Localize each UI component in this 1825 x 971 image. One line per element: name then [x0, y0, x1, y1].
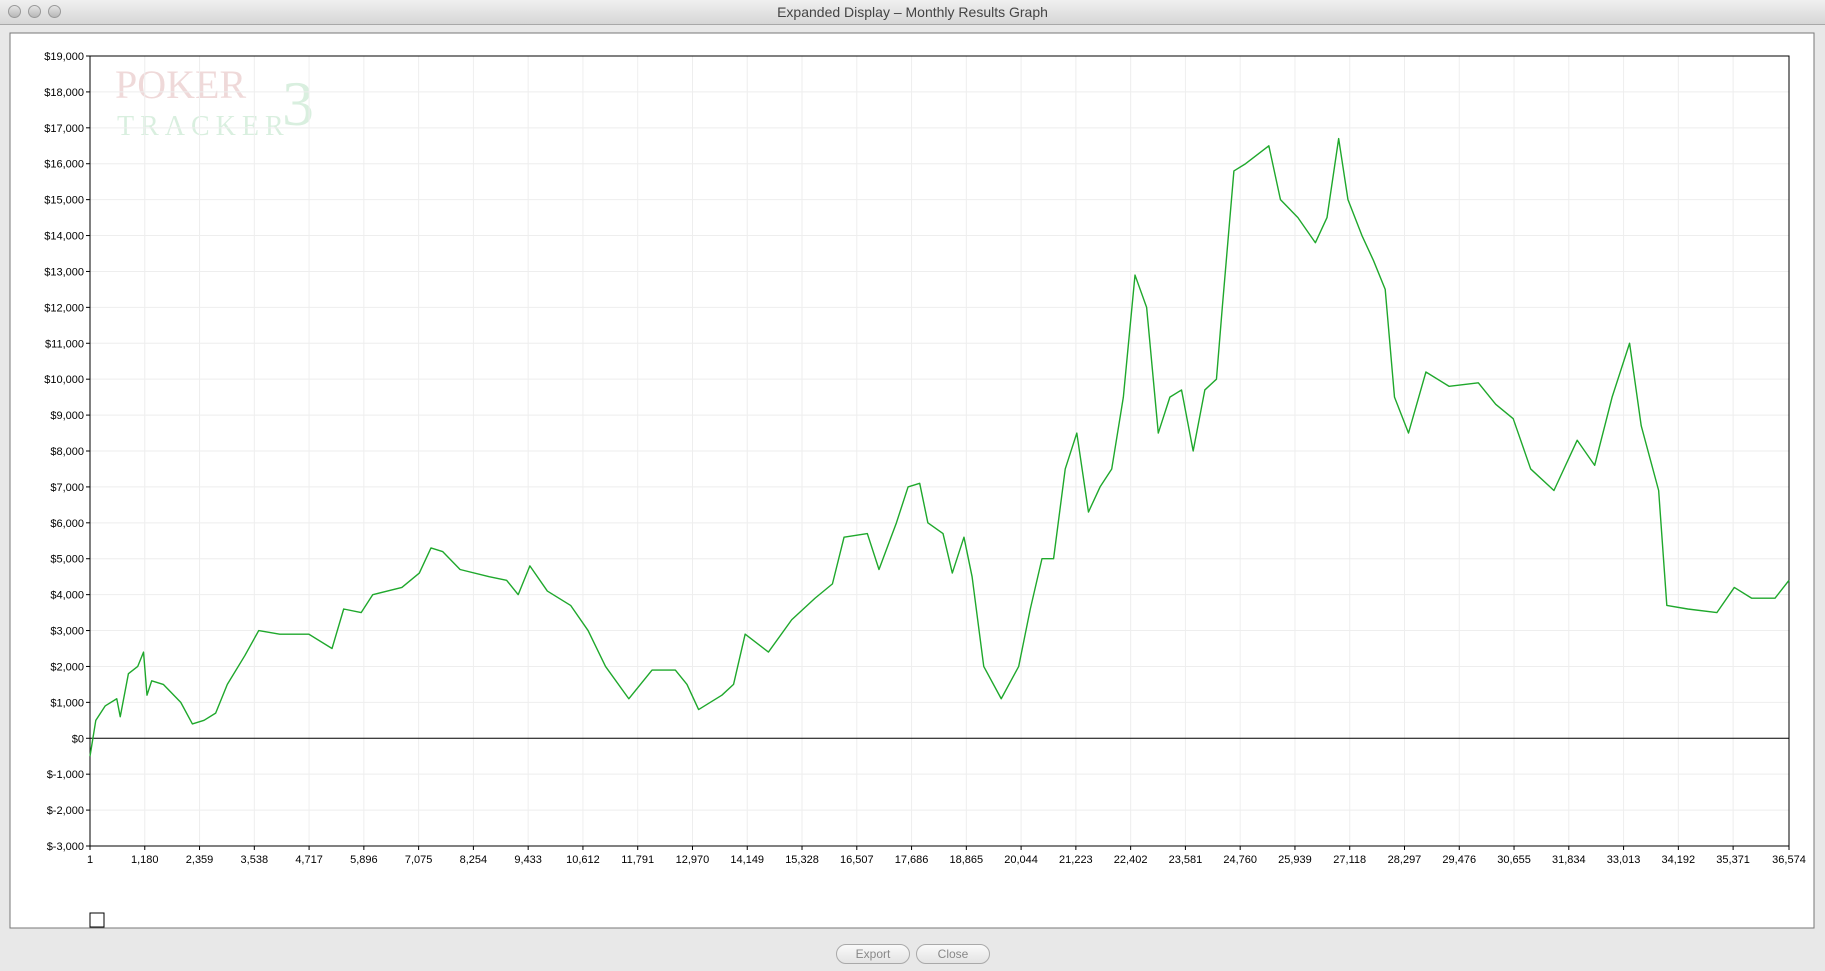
x-tick-label: 12,970: [676, 854, 710, 866]
x-tick-label: 33,013: [1607, 854, 1641, 866]
x-tick-label: 22,402: [1114, 854, 1148, 866]
x-tick-label: 1: [87, 854, 93, 866]
y-tick-label: $12,000: [44, 302, 84, 314]
x-tick-label: 11,791: [621, 854, 654, 866]
x-tick-label: 27,118: [1333, 854, 1366, 866]
y-tick-label: $15,000: [44, 195, 84, 207]
y-tick-label: $14,000: [44, 231, 84, 243]
x-tick-label: 10,612: [566, 854, 600, 866]
watermark-text: TRACKER: [117, 111, 290, 142]
legend-box: [89, 912, 105, 928]
y-tick-label: $13,000: [44, 266, 84, 278]
plot-frame: [89, 55, 1790, 847]
x-tick-label: 9,433: [514, 854, 542, 866]
x-tick-label: 24,760: [1223, 854, 1257, 866]
y-tick-label: $1,000: [50, 697, 84, 709]
x-tick-label: 2,359: [186, 854, 214, 866]
x-tick-label: 16,507: [840, 854, 874, 866]
x-tick-label: 28,297: [1388, 854, 1422, 866]
y-tick-label: $10,000: [44, 374, 84, 386]
x-tick-label: 34,192: [1662, 854, 1696, 866]
title-bar: Expanded Display – Monthly Results Graph: [0, 0, 1825, 25]
y-tick-label: $3,000: [50, 626, 84, 638]
results-line: [89, 137, 1790, 757]
x-tick-label: 18,865: [949, 854, 983, 866]
x-tick-label: 8,254: [460, 854, 488, 866]
x-tick-label: 29,476: [1442, 854, 1476, 866]
x-tick-label: 4,717: [295, 854, 323, 866]
y-tick-label: $16,000: [44, 159, 84, 171]
y-tick-label: $18,000: [44, 87, 84, 99]
close-button[interactable]: Close: [916, 944, 990, 964]
x-tick-label: 15,328: [785, 854, 819, 866]
x-tick-label: 5,896: [350, 854, 378, 866]
x-tick-label: 3,538: [241, 854, 269, 866]
y-tick-label: $4,000: [50, 590, 84, 602]
x-tick-label: 14,149: [730, 854, 764, 866]
y-tick-label: $5,000: [50, 554, 84, 566]
x-tick-label: 30,655: [1497, 854, 1531, 866]
y-tick-label: $-3,000: [47, 841, 84, 853]
y-tick-label: $9,000: [50, 410, 84, 422]
y-tick-label: $6,000: [50, 518, 84, 530]
zoom-light[interactable]: [48, 5, 61, 18]
y-tick-label: $7,000: [50, 482, 84, 494]
chart: POKER TRACKER 3 $-3,000$-2,000$-1,000$0$…: [9, 32, 1815, 929]
export-button[interactable]: Export: [836, 944, 910, 964]
x-tick-label: 35,371: [1716, 854, 1750, 866]
watermark-text: POKER: [115, 62, 246, 107]
y-tick-label: $-2,000: [47, 805, 84, 817]
window-title: Expanded Display – Monthly Results Graph: [777, 4, 1048, 20]
y-tick-label: $8,000: [50, 446, 84, 458]
close-light[interactable]: [8, 5, 21, 18]
x-tick-label: 7,075: [405, 854, 433, 866]
x-tick-label: 17,686: [895, 854, 929, 866]
y-tick-label: $11,000: [45, 338, 84, 350]
y-tick-label: $0: [72, 733, 84, 745]
x-tick-label: 1,180: [131, 854, 159, 866]
x-tick-label: 36,574: [1772, 854, 1806, 866]
minimize-light[interactable]: [28, 5, 41, 18]
x-tick-label: 25,939: [1278, 854, 1312, 866]
y-tick-label: $17,000: [44, 123, 84, 135]
y-tick-label: $19,000: [44, 51, 84, 63]
x-tick-label: 23,581: [1169, 854, 1203, 866]
x-tick-label: 21,223: [1059, 854, 1093, 866]
x-tick-label: 20,044: [1004, 854, 1038, 866]
y-tick-label: $2,000: [50, 661, 84, 673]
x-tick-label: 31,834: [1552, 854, 1586, 866]
y-tick-label: $-1,000: [47, 769, 84, 781]
